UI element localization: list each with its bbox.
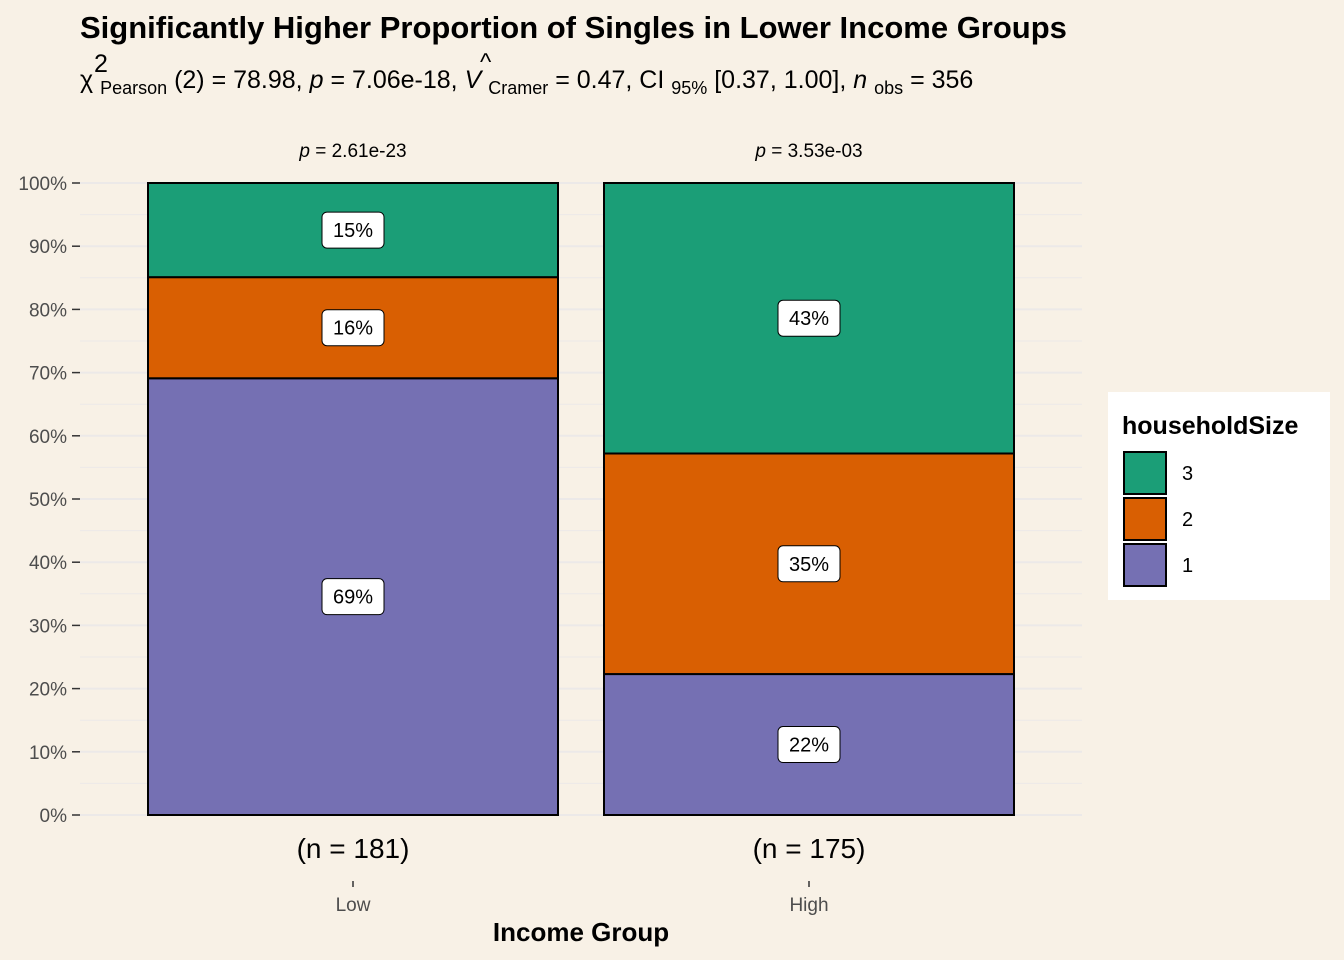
bar-label-box	[321, 211, 385, 249]
facet-p-value: p = 2.61e-23	[298, 141, 406, 162]
facet-p-values: p = 2.61e-23 p = 3.53e-03	[298, 141, 862, 162]
sample-size-label: (n = 175)	[753, 833, 866, 864]
subtitle-v-value: = 0.47, CI	[555, 66, 664, 94]
bar-label-box	[777, 545, 841, 583]
subtitle-df-stat: (2) = 78.98,	[174, 66, 310, 94]
bar-label: 43%	[789, 308, 829, 330]
facet-p-value: p = 3.53e-03	[754, 141, 862, 162]
legend-label-1: 1	[1182, 555, 1193, 577]
y-tick-label: 50%	[29, 490, 67, 511]
x-tick-label: High	[789, 895, 828, 916]
y-tick-label: 40%	[29, 553, 67, 574]
y-tick-label: 80%	[29, 300, 67, 321]
subtitle-n-sub: obs	[874, 78, 903, 98]
sample-size-label: (n = 181)	[297, 833, 410, 864]
bar-label-box	[321, 578, 385, 616]
y-axis: 0% 10% 20% 30% 40% 50% 60% 70% 80% 90% 100%	[18, 174, 80, 827]
bar-label-box	[321, 309, 385, 347]
legend-title: householdSize	[1122, 412, 1299, 440]
legend: householdSize 3 2 1	[1108, 392, 1330, 600]
y-tick-label: 20%	[29, 680, 67, 701]
chart-subtitle: χ Pearson (2) = 78.98, p = 7.06e-18, V C…	[80, 66, 973, 100]
x-axis-title: Income Group	[493, 917, 669, 947]
y-tick-label: 0%	[40, 806, 68, 827]
bar-labels: 69% 16% 15% 22% 35% 43%	[321, 211, 841, 764]
legend-items: 3 2 1	[1123, 451, 1193, 587]
legend-label-3: 3	[1182, 463, 1193, 485]
bar-label: 15%	[333, 220, 373, 242]
bar-label: 35%	[789, 554, 829, 576]
bars	[147, 182, 1015, 817]
subtitle-ci-sub: 95%	[671, 78, 707, 98]
y-tick-label: 60%	[29, 427, 67, 448]
bar-label: 22%	[789, 735, 829, 757]
subtitle-p-value: = 7.06e-18,	[330, 66, 464, 94]
bar-label: 16%	[333, 318, 373, 340]
legend-swatch-2	[1123, 497, 1167, 541]
subtitle-chi-superscript: 2	[94, 50, 108, 78]
bar-label: 69%	[333, 587, 373, 609]
legend-label-2: 2	[1182, 509, 1193, 531]
y-tick-label: 90%	[29, 237, 67, 258]
x-tick-label: Low	[336, 895, 371, 916]
y-tick-label: 70%	[29, 364, 67, 385]
y-tick-label: 10%	[29, 743, 67, 764]
bar-label-box	[777, 726, 841, 764]
subtitle-n-symbol: n	[853, 66, 867, 94]
subtitle-chi-sub: Pearson	[100, 78, 167, 98]
subtitle-p-symbol: p	[309, 66, 324, 94]
subtitle-ci-value: [0.37, 1.00],	[714, 66, 853, 94]
x-axis: (n = 181) Low (n = 175) High	[297, 833, 866, 916]
chart-title: Significantly Higher Proportion of Singl…	[80, 10, 1067, 45]
subtitle-v-sub: Cramer	[488, 78, 548, 98]
subtitle-n-value: = 356	[910, 66, 973, 94]
y-tick-label: 30%	[29, 616, 67, 637]
legend-swatch-1	[1123, 543, 1167, 587]
bar-label-box	[777, 299, 841, 337]
y-tick-label: 100%	[18, 174, 67, 195]
legend-swatch-3	[1123, 451, 1167, 495]
subtitle-chi: χ	[80, 66, 93, 94]
subtitle-v-symbol: V	[465, 66, 484, 94]
subtitle-v-hat: ^	[480, 49, 492, 76]
